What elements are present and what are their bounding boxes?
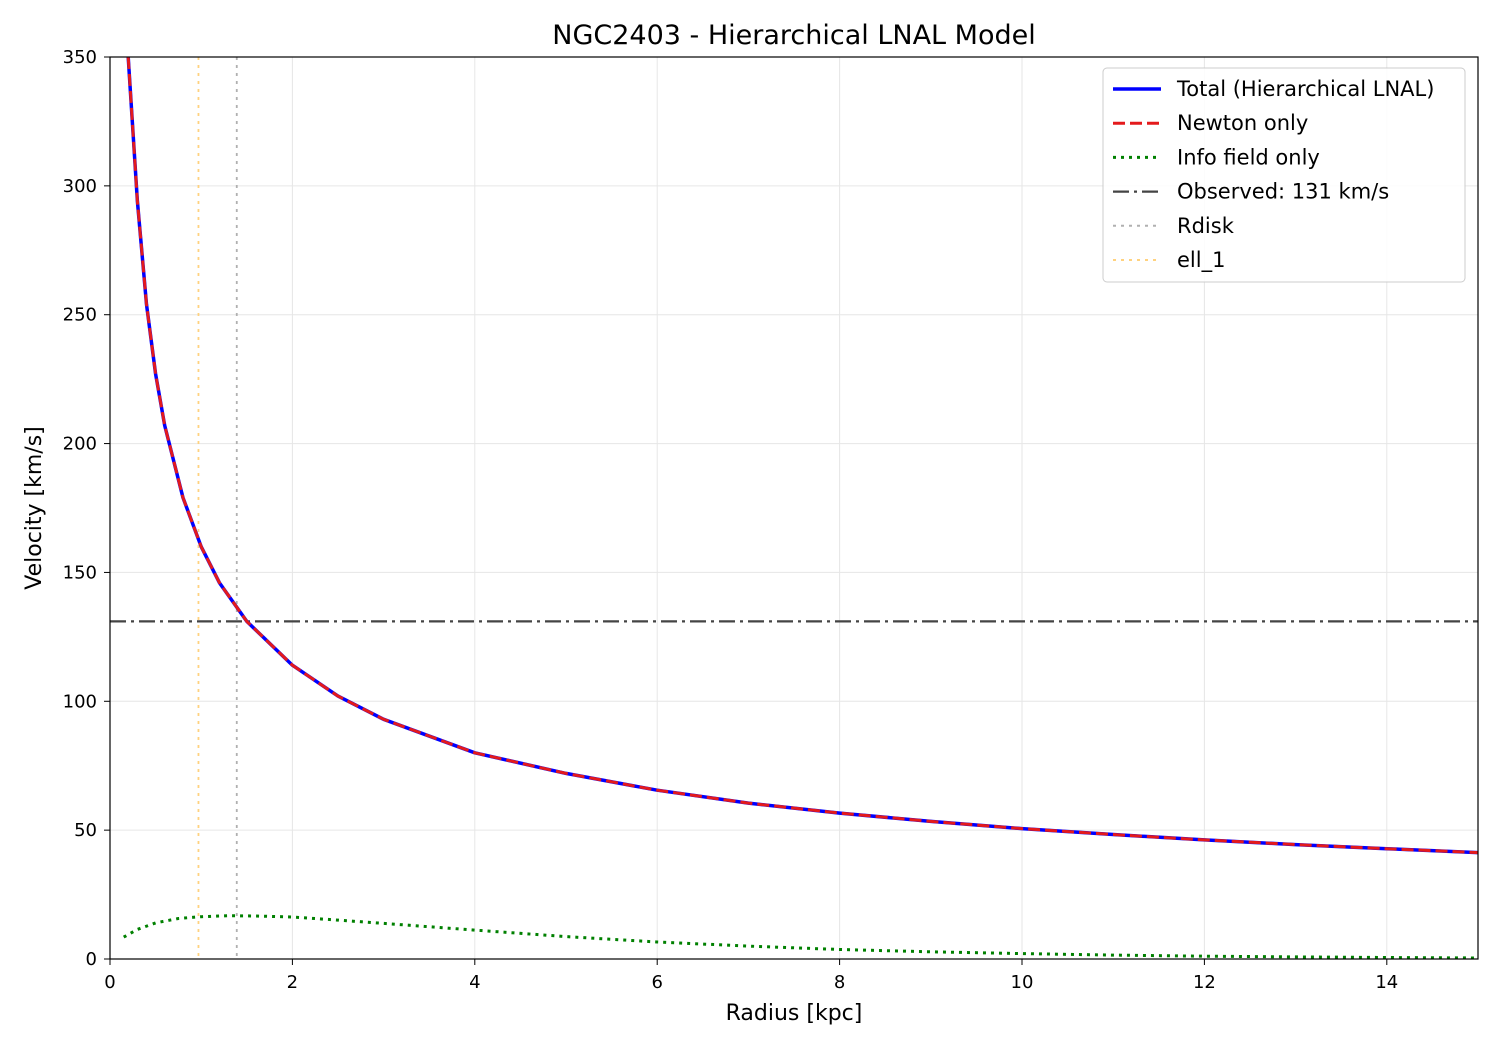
x-tick-label: 2 <box>287 972 298 993</box>
plot-frame <box>109 56 1479 960</box>
y-tick-label: 350 <box>63 47 97 68</box>
x-tick-label: 14 <box>1375 972 1398 993</box>
y-tick-label: 200 <box>63 434 97 455</box>
y-tick-label: 250 <box>63 305 97 326</box>
legend-label: Total (Hierarchical LNAL) <box>1176 77 1434 101</box>
x-tick-label: 8 <box>834 972 845 993</box>
legend-label: Info field only <box>1177 145 1320 169</box>
legend: Total (Hierarchical LNAL) Newton only Info… <box>1102 67 1466 283</box>
y-tick-label: 50 <box>74 820 97 841</box>
x-tick-label: 10 <box>1011 972 1034 993</box>
x-tick-label: 4 <box>469 972 480 993</box>
y-tick-label: 300 <box>63 176 97 197</box>
plot-marks <box>110 57 1478 959</box>
plot-area <box>110 57 1478 959</box>
chart-title: NGC2403 - Hierarchical LNAL Model <box>552 20 1036 51</box>
x-tick-label: 0 <box>104 972 115 993</box>
legend-box <box>1102 67 1466 283</box>
info-field-velocity-line <box>122 914 1478 959</box>
legend-label: Rdisk <box>1177 214 1235 238</box>
y-axis-label: Velocity [km/s] <box>22 426 47 590</box>
legend-label: ell_1 <box>1177 248 1225 273</box>
legend-label: Observed: 131 km/s <box>1177 180 1389 204</box>
x-tick-label: 6 <box>651 972 662 993</box>
x-axis-label: Radius [kpc] <box>726 1001 863 1026</box>
y-tick-label: 150 <box>63 562 97 583</box>
newton-velocity-line <box>126 57 1478 855</box>
y-tick-label: 0 <box>86 949 97 970</box>
y-tick-label: 100 <box>63 691 97 712</box>
axis-ticks: 0 2 4 6 8 10 12 14 0 50 100 150 200 250 300 350 <box>63 47 1399 993</box>
x-tick-label: 12 <box>1193 972 1216 993</box>
legend-label: Newton only <box>1177 111 1308 135</box>
